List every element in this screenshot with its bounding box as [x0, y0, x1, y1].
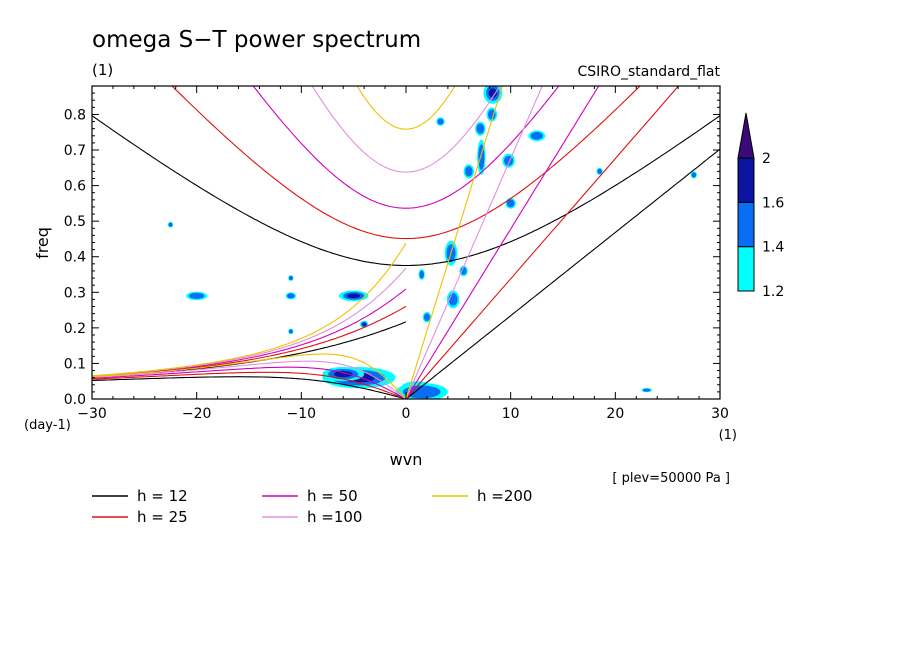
contour-blob-1-level-2 [333, 370, 353, 378]
y-axis-label: freq [33, 227, 52, 259]
x-axis: −30 −20 −10 0 10 20 30 [77, 86, 729, 422]
curve-kelvin-h100 [405, 86, 543, 399]
y-tick-label-6: 0.6 [64, 179, 86, 195]
curve-kelvin-h50 [405, 86, 600, 399]
y-tick-label-3: 0.3 [64, 285, 86, 301]
contour-blob-23-level-1 [168, 222, 173, 227]
curve-inertia-gravity-h12 [92, 115, 720, 267]
legend-label-4: h =200 [477, 487, 532, 505]
x-tick-label-0: −30 [77, 406, 107, 422]
colorbar-triangle [737, 112, 755, 159]
plot-content [167, 86, 697, 399]
plot-frame [91, 85, 721, 400]
y-tick-label-7: 0.7 [64, 143, 86, 159]
contour-blob-6-level-2 [488, 88, 498, 98]
curve-kelvin-h25 [405, 86, 680, 399]
curve-rossby-h100 [92, 360, 407, 399]
curve-rossby-h50 [92, 366, 407, 399]
curve-rossby-h25 [92, 371, 407, 399]
y-axis: 0.0 0.1 0.2 0.3 0.4 0.5 0.6 0.7 0.8 [64, 92, 720, 408]
contour-blob-8-level-1 [476, 123, 485, 134]
contour-blob-26-level-1 [597, 168, 602, 174]
contour-blob-27-level-1 [691, 172, 697, 178]
dispersion-curves [92, 86, 720, 399]
curve-inertia-gravity-h25 [171, 86, 641, 240]
x-tick-label-4: 10 [502, 406, 520, 422]
curve-inertia-gravity-h200 [356, 86, 456, 130]
y-tick-label-4: 0.4 [64, 250, 86, 266]
curve-inertia-gravity-h100 [311, 86, 501, 173]
colorbar-label-0: 1.2 [762, 284, 784, 300]
colorbar-label-2: 1.6 [762, 195, 784, 211]
x-unit-label: (1) [719, 428, 737, 443]
x-tick-label-2: −10 [287, 406, 317, 422]
legend-label-1: h = 25 [137, 508, 188, 526]
curve-kelvin-h12 [405, 148, 720, 399]
legend-label-0: h = 12 [137, 487, 188, 505]
colorbar-label-1: 1.4 [762, 240, 784, 256]
x-tick-label-5: 20 [606, 406, 624, 422]
curve-mrg-h25 [92, 305, 407, 378]
curve-rossby-h200 [92, 353, 407, 399]
colorbar-label-3: 2 [762, 151, 771, 167]
contour-blob-13-level-1 [437, 118, 444, 125]
x-axis-label: wvn [390, 450, 423, 469]
contour-blob-11-level-1 [530, 131, 543, 140]
colorbar-segment-2 [737, 157, 755, 203]
contour-blob-25-level-1 [642, 388, 651, 392]
contour-blob-24-level-1 [288, 329, 293, 334]
y-unit-label: (day-1) [24, 418, 71, 433]
subtitle-left: (1) [92, 61, 113, 79]
x-tick-label-6: 30 [711, 406, 729, 422]
contour-blob-22-level-1 [288, 276, 293, 281]
contour-blob-7-level-1 [488, 109, 496, 120]
contour-blob-5-level-2 [362, 322, 366, 326]
contour-blob-20-level-1 [189, 292, 205, 299]
contour-blob-21-level-1 [287, 293, 295, 299]
colorbar: 1.2 1.4 1.6 2 [737, 112, 784, 300]
plev-annotation: [ plev=50000 Pa ] [612, 471, 730, 486]
contour-blob-19-level-1 [419, 270, 424, 279]
contour-blob-12-level-1 [465, 166, 473, 177]
subtitle-right: CSIRO_standard_flat [577, 64, 720, 80]
colorbar-segment-1 [737, 201, 755, 248]
x-tick-label-3: 0 [402, 406, 411, 422]
y-tick-label-1: 0.1 [64, 356, 86, 372]
y-tick-label-2: 0.2 [64, 321, 86, 337]
contour-blob-4-level-2 [347, 293, 361, 299]
contour-blob-18-level-1 [423, 313, 430, 322]
chart-title: omega S−T power spectrum [92, 27, 421, 53]
y-tick-label-8: 0.8 [64, 107, 86, 123]
x-tick-label-1: −20 [182, 406, 212, 422]
legend: h = 12 h = 25 h = 50 h =100 h =200 [92, 487, 532, 526]
curve-rossby-h12 [92, 376, 407, 399]
legend-label-2: h = 50 [307, 487, 358, 505]
y-tick-label-5: 0.5 [64, 214, 86, 230]
curve-kelvin-h200 [405, 86, 503, 399]
curve-inertia-gravity-h50 [252, 86, 560, 209]
contour-blob-14-level-1 [506, 199, 515, 208]
legend-label-3: h =100 [307, 508, 362, 526]
y-tick-label-0: 0.0 [64, 392, 86, 408]
colorbar-segment-0 [737, 246, 755, 292]
curve-mrg-h200 [92, 242, 407, 377]
